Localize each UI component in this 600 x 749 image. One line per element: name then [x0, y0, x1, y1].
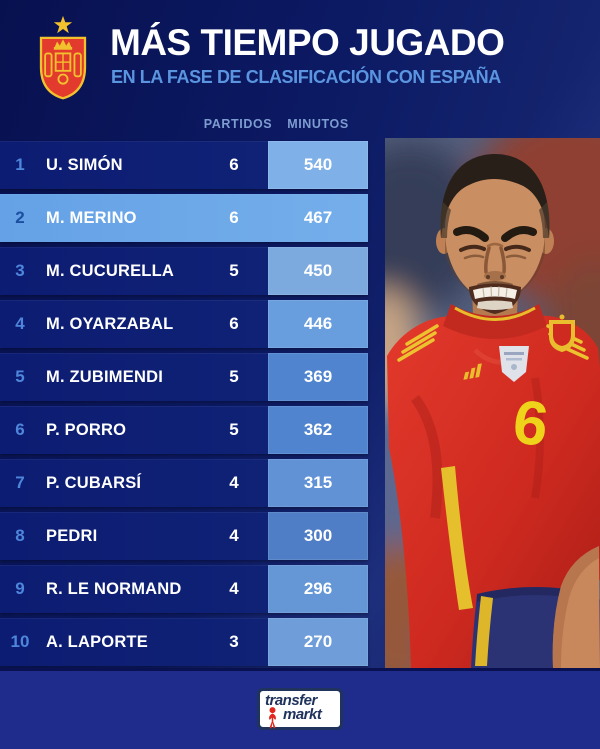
column-header-partidos: PARTIDOS [203, 117, 273, 131]
table-row: 10 A. LAPORTE 3 270 [0, 618, 368, 666]
table-row: 3 M. CUCURELLA 5 450 [0, 247, 368, 295]
minutos-value: 296 [268, 565, 368, 613]
transfermarkt-logo: transfer markt [257, 688, 343, 730]
ranking-table: 1 U. SIMÓN 6 540 2 M. MERINO 6 467 3 M. … [0, 141, 368, 671]
table-row: 9 R. LE NORMAND 4 296 [0, 565, 368, 613]
player-name: A. LAPORTE [46, 632, 148, 651]
player-name: M. MERINO [46, 208, 137, 227]
footer-band: transfer markt [0, 668, 600, 749]
rank-label: 10 [10, 632, 30, 651]
player-photo: 6 [385, 138, 600, 668]
player-name: M. ZUBIMENDI [46, 367, 163, 386]
minutos-value: 450 [268, 247, 368, 295]
player-name: M. CUCURELLA [46, 261, 174, 280]
rank-label: 1 [15, 155, 25, 174]
player-name: R. LE NORMAND [46, 579, 182, 598]
partidos-value: 4 [229, 579, 239, 598]
minutos-value: 446 [268, 300, 368, 348]
partidos-value: 6 [229, 155, 239, 174]
rank-label: 9 [15, 579, 25, 598]
table-row-highlighted: 2 M. MERINO 6 467 [0, 194, 368, 242]
player-name: P. PORRO [46, 420, 127, 439]
minutos-value: 270 [268, 618, 368, 666]
minutos-value: 300 [268, 512, 368, 560]
rank-label: 2 [15, 208, 25, 227]
partidos-value: 5 [229, 420, 239, 439]
minutos-value: 540 [268, 141, 368, 189]
table-row: 1 U. SIMÓN 6 540 [0, 141, 368, 189]
spain-crest-svg [39, 15, 87, 100]
minutos-value: 467 [303, 208, 333, 227]
page-title: MÁS TIEMPO JUGADO [110, 22, 505, 63]
rank-label: 7 [15, 473, 25, 492]
rank-label: 4 [15, 314, 25, 333]
jersey-crest-icon [549, 314, 575, 352]
partidos-value: 4 [229, 473, 239, 492]
player-name: U. SIMÓN [46, 155, 123, 174]
column-header-minutos: MINUTOS [287, 117, 349, 131]
player-photo-illustration: 6 [385, 138, 600, 668]
table-row: 7 P. CUBARSÍ 4 315 [0, 459, 368, 507]
transfermarkt-logo-line2: markt [283, 706, 322, 723]
player-name: PEDRI [46, 526, 98, 545]
transfermarkt-man-icon [269, 707, 276, 729]
player-figure: 6 [387, 154, 600, 668]
jersey-number: 6 [509, 387, 552, 460]
minutos-value: 362 [268, 406, 368, 454]
qualifiers-patch-icon [499, 346, 529, 382]
partidos-value: 4 [229, 526, 239, 545]
player-name: P. CUBARSÍ [46, 473, 142, 492]
partidos-value: 5 [229, 367, 239, 386]
partidos-value: 6 [229, 314, 239, 333]
adidas-logo-icon [463, 363, 482, 380]
player-name: M. OYARZABAL [46, 314, 174, 333]
partidos-value: 3 [229, 632, 239, 651]
rank-label: 3 [15, 261, 25, 280]
transfermarkt-logo-line1: transfer [265, 692, 317, 709]
partidos-value: 5 [229, 261, 239, 280]
page-subtitle: EN LA FASE DE CLASIFICACIÓN CON ESPAÑA [111, 67, 501, 87]
spain-crest-icon [30, 12, 96, 104]
table-row: 8 PEDRI 4 300 [0, 512, 368, 560]
rank-label: 6 [15, 420, 25, 439]
column-headers: PARTIDOS MINUTOS [0, 117, 368, 133]
rank-label: 8 [15, 526, 25, 545]
minutos-value: 369 [268, 353, 368, 401]
table-row: 6 P. PORRO 5 362 [0, 406, 368, 454]
minutos-value: 315 [268, 459, 368, 507]
table-row: 5 M. ZUBIMENDI 5 369 [0, 353, 368, 401]
rank-label: 5 [15, 367, 25, 386]
table-row: 4 M. OYARZABAL 6 446 [0, 300, 368, 348]
partidos-value: 6 [229, 208, 239, 227]
